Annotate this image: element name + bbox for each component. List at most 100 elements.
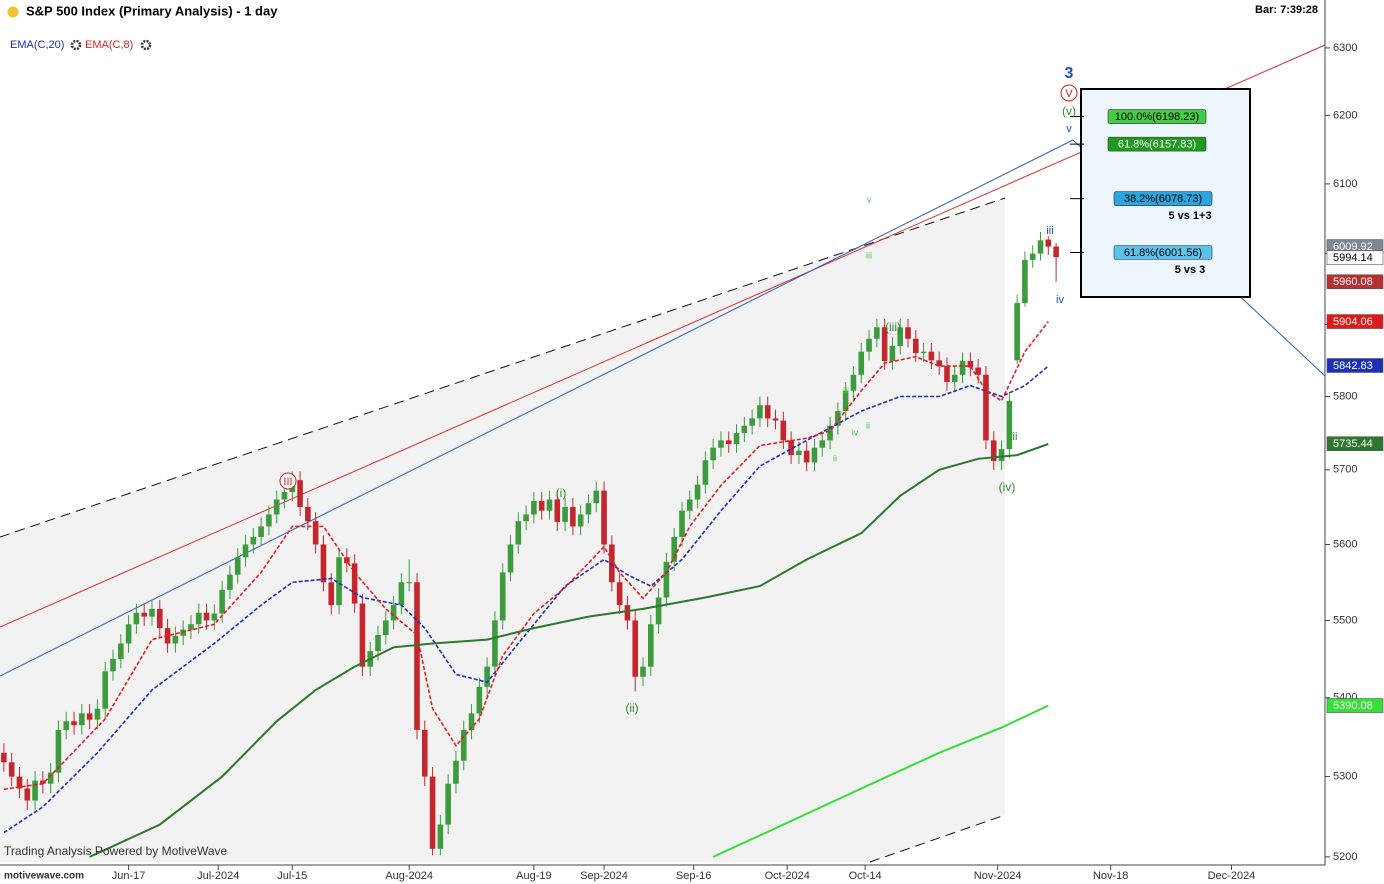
y-tick-label: 5300 bbox=[1333, 770, 1357, 782]
candle-body bbox=[694, 484, 701, 500]
candle-body bbox=[686, 499, 693, 511]
legend-ema20[interactable]: EMA(C,20) bbox=[10, 39, 64, 51]
price-marker bbox=[1326, 314, 1384, 329]
candle-body bbox=[523, 514, 529, 522]
candle-body bbox=[71, 721, 77, 726]
candle-body bbox=[336, 557, 342, 606]
price-marker bbox=[1326, 436, 1384, 452]
indicator-line bbox=[3, 365, 1049, 834]
candle-body bbox=[1037, 240, 1044, 254]
x-tick-label: Jul-15 bbox=[277, 870, 307, 882]
candle-body bbox=[850, 374, 857, 391]
candle-body bbox=[453, 760, 459, 784]
legend-ema8[interactable]: EMA(C,8) bbox=[85, 39, 133, 51]
price-marker-label: 5904.06 bbox=[1333, 316, 1373, 328]
x-axis-panel bbox=[0, 865, 1384, 884]
candle-body bbox=[398, 582, 405, 606]
candle-body bbox=[772, 418, 779, 421]
candle-body bbox=[40, 780, 46, 784]
fib-label-bg bbox=[1113, 191, 1213, 206]
candle-body bbox=[663, 561, 670, 598]
candle-body bbox=[47, 772, 54, 784]
candle-body bbox=[827, 425, 833, 441]
x-tick-label: Nov-2024 bbox=[974, 870, 1022, 882]
settings-icon[interactable] bbox=[70, 39, 82, 51]
indicator-line bbox=[3, 321, 1049, 791]
candle-body bbox=[102, 671, 109, 709]
candle-body bbox=[414, 582, 420, 730]
candle-body bbox=[585, 503, 592, 515]
fib-label-bg bbox=[1107, 109, 1207, 124]
x-tick-label: Oct-2024 bbox=[765, 870, 810, 882]
candle-body bbox=[156, 608, 163, 629]
candle-body bbox=[476, 686, 483, 714]
wave-label: ii bbox=[866, 420, 870, 430]
wave-circle bbox=[1060, 84, 1078, 102]
candle-body bbox=[757, 405, 763, 419]
candle-body bbox=[640, 666, 646, 677]
candle-body bbox=[211, 613, 218, 621]
candle-body bbox=[733, 433, 740, 445]
candle-body bbox=[492, 620, 498, 667]
candle-body bbox=[725, 440, 732, 445]
fib-label: 61.8%(6001.56) bbox=[1124, 247, 1202, 259]
candle-body bbox=[305, 506, 311, 522]
candle-body bbox=[601, 490, 607, 545]
candle-body bbox=[842, 390, 849, 412]
price-marker bbox=[1326, 358, 1384, 373]
candle-body bbox=[133, 612, 140, 625]
candle-body bbox=[764, 405, 771, 419]
candle-body bbox=[1029, 253, 1036, 260]
price-marker-label: 5842.83 bbox=[1333, 360, 1373, 372]
candle-body bbox=[874, 327, 880, 339]
candle-body bbox=[1014, 303, 1020, 361]
x-tick-label: Oct-14 bbox=[849, 870, 882, 882]
candle-body bbox=[125, 624, 132, 644]
candle-body bbox=[234, 557, 241, 575]
candle-body bbox=[312, 521, 319, 545]
y-tick-label: 5200 bbox=[1333, 851, 1357, 863]
candle-body bbox=[281, 492, 288, 500]
fib-label-bg bbox=[1107, 136, 1207, 152]
fib-note: 5 vs 1+3 bbox=[1168, 210, 1211, 222]
candle-body bbox=[990, 440, 997, 461]
candle-body bbox=[897, 327, 904, 346]
settings-icon[interactable] bbox=[140, 39, 152, 51]
site: motivewave.com bbox=[4, 871, 84, 882]
candle-body bbox=[967, 361, 974, 368]
wave-label: v bbox=[1066, 123, 1072, 135]
candle-body bbox=[484, 666, 490, 687]
candle-body bbox=[188, 624, 194, 630]
y-tick-label: 5600 bbox=[1333, 538, 1357, 550]
y-tick-label: 5500 bbox=[1333, 614, 1357, 626]
y-tick-label: 5800 bbox=[1333, 390, 1357, 402]
candle-body bbox=[118, 643, 124, 659]
candle-body bbox=[1045, 239, 1052, 247]
candle-body bbox=[242, 544, 249, 558]
candle-body bbox=[421, 729, 428, 777]
candle-body bbox=[562, 506, 568, 522]
wave-label: 3 bbox=[1065, 65, 1074, 82]
candle-body bbox=[866, 338, 872, 352]
candle-body bbox=[749, 418, 755, 426]
candle-body bbox=[531, 501, 537, 515]
x-tick-label: Dec-2024 bbox=[1208, 870, 1256, 882]
candle-body bbox=[710, 447, 716, 461]
candle-body bbox=[429, 776, 436, 849]
indicator-line bbox=[712, 704, 1049, 858]
candle-body bbox=[86, 713, 93, 720]
candle-body bbox=[546, 499, 553, 511]
candle-body bbox=[227, 574, 233, 590]
candle-body bbox=[266, 514, 272, 527]
candle-body bbox=[1053, 246, 1059, 258]
price-marker-label: 5390.08 bbox=[1333, 700, 1373, 712]
candle-body bbox=[951, 374, 958, 383]
candle-body bbox=[328, 582, 335, 606]
x-tick-label: Nov-18 bbox=[1093, 870, 1128, 882]
candle-body bbox=[149, 608, 155, 617]
wave-label: (ii) bbox=[625, 701, 638, 715]
fib-label: 100.0%(6198.23) bbox=[1115, 111, 1199, 123]
candle-body bbox=[624, 605, 631, 621]
candle-body bbox=[172, 635, 179, 644]
candle-body bbox=[671, 536, 677, 562]
